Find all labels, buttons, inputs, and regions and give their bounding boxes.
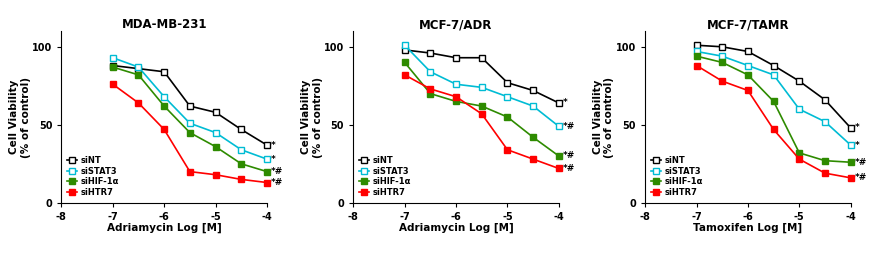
X-axis label: Tamoxifen Log [M]: Tamoxifen Log [M] xyxy=(694,223,802,233)
Text: *#: *# xyxy=(563,164,575,173)
Text: *#: *# xyxy=(855,158,867,167)
Title: MCF-7/TAMR: MCF-7/TAMR xyxy=(707,18,789,31)
Text: *#: *# xyxy=(855,173,867,182)
Text: *#: *# xyxy=(563,152,575,160)
X-axis label: Adriamycin Log [M]: Adriamycin Log [M] xyxy=(399,223,513,233)
Y-axis label: Cell Viability
(% of control): Cell Viability (% of control) xyxy=(301,76,323,158)
Text: *: * xyxy=(271,155,275,164)
Text: *: * xyxy=(271,141,275,149)
Title: MDA-MB-231: MDA-MB-231 xyxy=(121,18,207,31)
Legend: siNT, siSTAT3, siHIF-1α, siHTR7: siNT, siSTAT3, siHIF-1α, siHTR7 xyxy=(358,154,412,199)
Text: *#: *# xyxy=(271,167,283,176)
Y-axis label: Cell Viability
(% of control): Cell Viability (% of control) xyxy=(9,76,31,158)
Text: *: * xyxy=(563,99,567,107)
Text: *#: *# xyxy=(563,122,575,131)
Legend: siNT, siSTAT3, siHIF-1α, siHTR7: siNT, siSTAT3, siHIF-1α, siHTR7 xyxy=(66,154,121,199)
Legend: siNT, siSTAT3, siHIF-1α, siHTR7: siNT, siSTAT3, siHIF-1α, siHTR7 xyxy=(649,154,704,199)
Title: MCF-7/ADR: MCF-7/ADR xyxy=(419,18,493,31)
Text: *: * xyxy=(855,141,859,149)
Text: *: * xyxy=(855,124,859,132)
X-axis label: Adriamycin Log [M]: Adriamycin Log [M] xyxy=(107,223,222,233)
Y-axis label: Cell Viability
(% of control): Cell Viability (% of control) xyxy=(593,76,615,158)
Text: *#: *# xyxy=(271,178,283,187)
